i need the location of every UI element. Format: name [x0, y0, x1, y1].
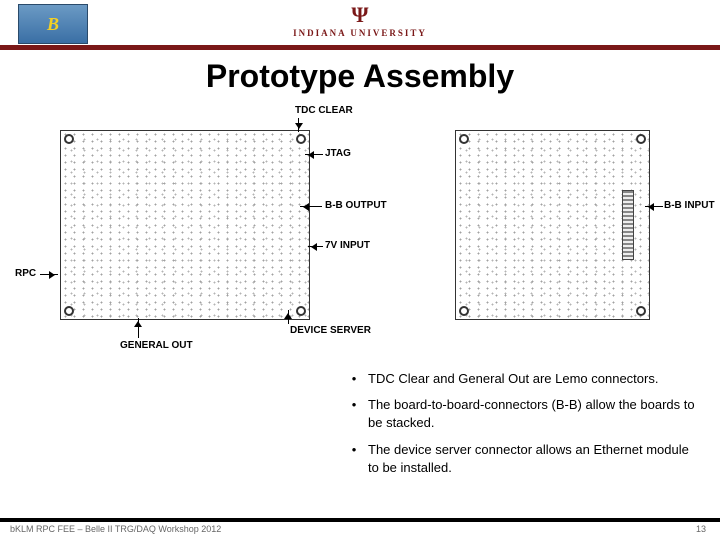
- slide-header: B Ψ INDIANA UNIVERSITY: [0, 0, 720, 50]
- main-pcb: [60, 130, 310, 320]
- belle-logo: B: [18, 4, 88, 44]
- arrow-icon: [305, 154, 323, 155]
- institution-block: Ψ INDIANA UNIVERSITY: [293, 4, 427, 38]
- arrow-icon: [288, 310, 289, 324]
- footer-text: bKLM RPC FEE – Belle II TRG/DAQ Workshop…: [10, 524, 221, 534]
- label-general-out: GENERAL OUT: [120, 340, 193, 351]
- label-bb-input: B-B INPUT: [664, 200, 715, 211]
- bullet-icon: •: [340, 441, 368, 477]
- mounting-hole-icon: [296, 306, 306, 316]
- assembly-diagram: TDC CLEAR JTAG B-B OUTPUT B-B INPUT 7V I…: [0, 100, 720, 360]
- list-item: • The device server connector allows an …: [340, 441, 700, 477]
- bullet-text: The board-to-board-connectors (B-B) allo…: [368, 396, 700, 432]
- mounting-hole-icon: [64, 306, 74, 316]
- daughter-pcb: [455, 130, 650, 320]
- edge-connector-icon: [622, 190, 634, 260]
- mounting-hole-icon: [459, 134, 469, 144]
- label-bb-output: B-B OUTPUT: [325, 200, 387, 211]
- arrow-icon: [300, 206, 322, 207]
- arrow-icon: [298, 118, 299, 132]
- mounting-hole-icon: [636, 134, 646, 144]
- label-tdc-clear: TDC CLEAR: [295, 105, 353, 116]
- label-rpc: RPC: [15, 268, 36, 279]
- belle-logo-letter: B: [47, 14, 59, 35]
- mounting-hole-icon: [296, 134, 306, 144]
- bullet-text: TDC Clear and General Out are Lemo conne…: [368, 370, 658, 388]
- bullet-list: • TDC Clear and General Out are Lemo con…: [340, 370, 700, 485]
- iu-trident-icon: Ψ: [293, 4, 427, 26]
- bullet-icon: •: [340, 370, 368, 388]
- arrow-icon: [138, 318, 139, 338]
- slide-footer: bKLM RPC FEE – Belle II TRG/DAQ Workshop…: [0, 518, 720, 540]
- mounting-hole-icon: [459, 306, 469, 316]
- mounting-hole-icon: [64, 134, 74, 144]
- arrow-icon: [308, 246, 323, 247]
- list-item: • The board-to-board-connectors (B-B) al…: [340, 396, 700, 432]
- label-7v-input: 7V INPUT: [325, 240, 370, 251]
- page-title: Prototype Assembly: [0, 58, 720, 95]
- page-number: 13: [696, 524, 706, 534]
- institution-name: INDIANA UNIVERSITY: [293, 28, 427, 38]
- bullet-text: The device server connector allows an Et…: [368, 441, 700, 477]
- list-item: • TDC Clear and General Out are Lemo con…: [340, 370, 700, 388]
- mounting-hole-icon: [636, 306, 646, 316]
- bullet-icon: •: [340, 396, 368, 432]
- label-jtag: JTAG: [325, 148, 351, 159]
- arrow-icon: [40, 274, 58, 275]
- arrow-icon: [645, 206, 663, 207]
- label-device-server: DEVICE SERVER: [290, 325, 371, 336]
